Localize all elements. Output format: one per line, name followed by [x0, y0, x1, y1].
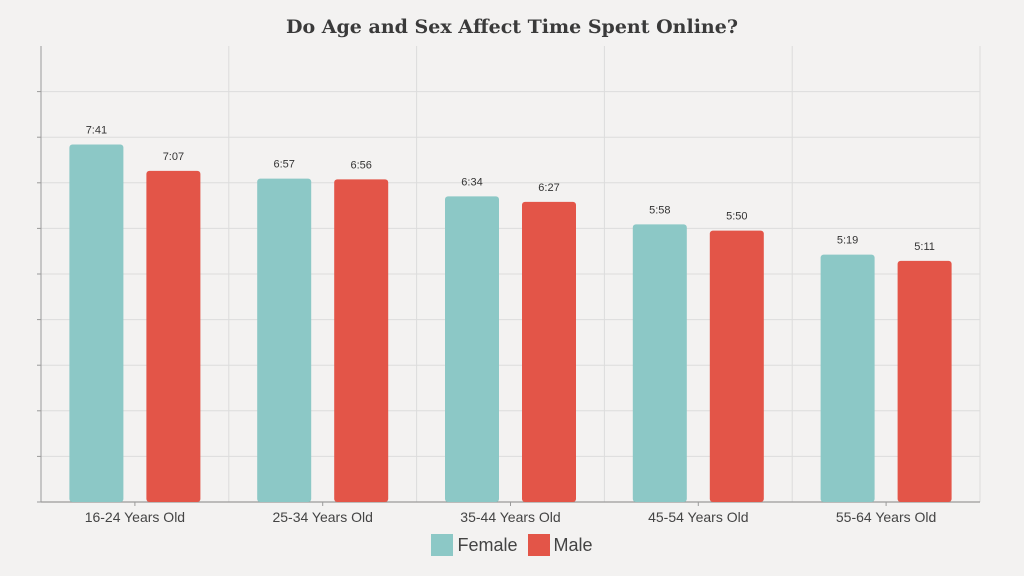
- x-tick-label: 55-64 Years Old: [836, 509, 936, 525]
- data-label-male: 6:56: [350, 159, 371, 171]
- bar-female: [820, 254, 875, 502]
- data-label-female: 6:57: [273, 159, 294, 171]
- data-label-female: 6:34: [461, 176, 482, 188]
- legend-swatch: [431, 534, 454, 556]
- x-tick-label: 45-54 Years Old: [648, 509, 748, 525]
- bar-female: [257, 178, 312, 502]
- bar-female: [69, 144, 124, 502]
- x-tick-label: 25-34 Years Old: [272, 509, 372, 525]
- chart-title: Do Age and Sex Affect Time Spent Online?: [286, 16, 738, 38]
- data-label-male: 7:07: [163, 151, 184, 163]
- bar-female: [632, 224, 687, 502]
- x-tick-label: 16-24 Years Old: [85, 509, 185, 525]
- legend: Female Male: [0, 534, 1024, 556]
- bar-male: [709, 230, 764, 502]
- data-label-female: 5:19: [837, 235, 858, 247]
- legend-item-female: Female: [431, 534, 518, 556]
- data-label-male: 5:50: [726, 211, 747, 223]
- legend-label: Female: [457, 534, 518, 555]
- x-tick-label: 35-44 Years Old: [460, 509, 560, 525]
- bar-male: [897, 260, 952, 502]
- data-label-female: 5:58: [649, 204, 670, 216]
- legend-label: Male: [553, 534, 593, 555]
- legend-item-male: Male: [527, 534, 593, 556]
- data-label-male: 6:27: [538, 182, 559, 194]
- bar-male: [522, 201, 576, 502]
- legend-swatch: [527, 534, 550, 556]
- bar-male: [146, 170, 201, 503]
- bar-female: [445, 196, 499, 502]
- data-label-male: 5:11: [914, 241, 935, 253]
- bar-male: [334, 179, 389, 502]
- data-label-female: 7:41: [86, 125, 107, 137]
